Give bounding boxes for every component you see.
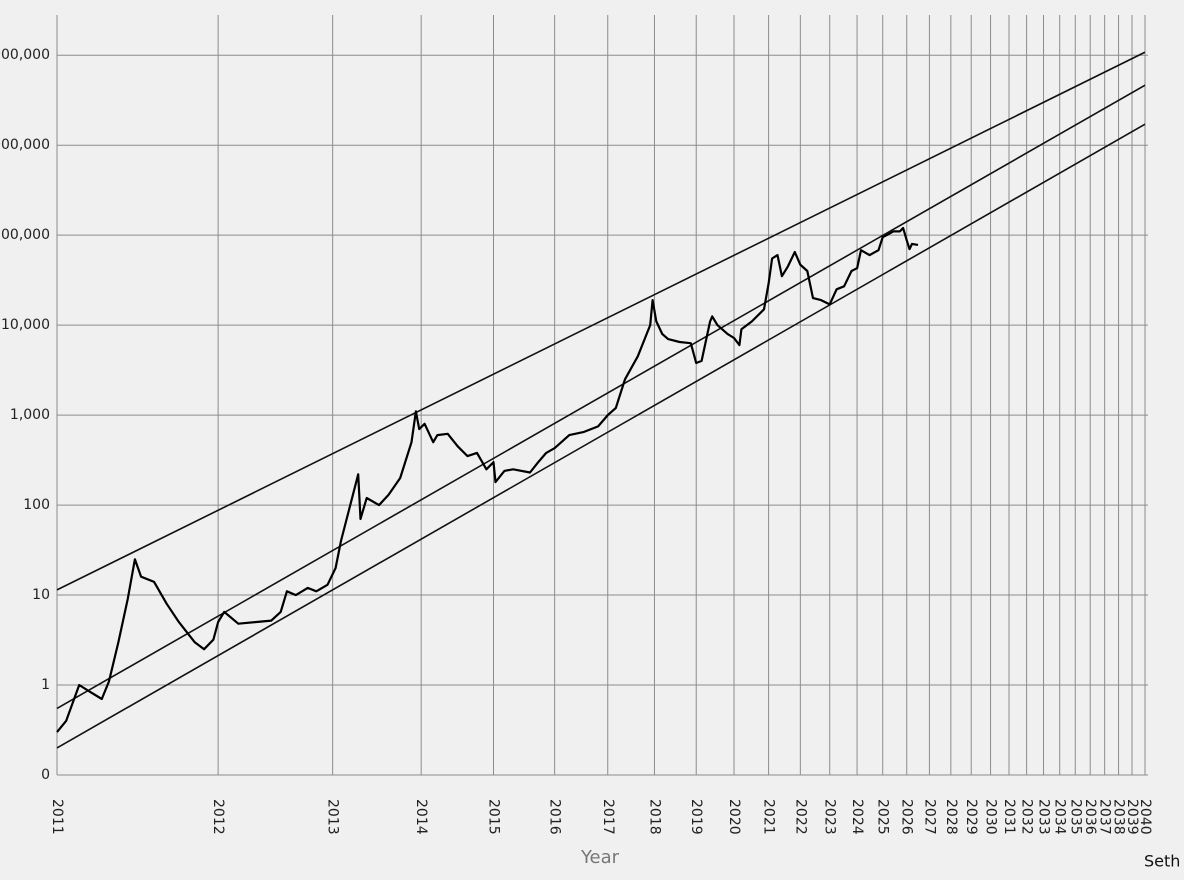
- credit: Seth: [1144, 852, 1180, 871]
- line: [56, 84, 1146, 710]
- x-tick-label: 2039: [1124, 799, 1140, 835]
- x-tick-label: 2028: [943, 799, 959, 835]
- x-tick-label: 2011: [49, 799, 65, 835]
- y-tick-label: 1,000,000: [0, 137, 50, 153]
- x-axis-title: Year: [580, 847, 620, 868]
- x-tick-label: 2025: [875, 799, 891, 835]
- x-tick-label: 2024: [849, 799, 865, 835]
- x-tick-label: 2023: [822, 799, 838, 835]
- x-tick-label: 2021: [761, 799, 777, 835]
- x-tick-label: 2031: [1001, 799, 1017, 835]
- x-tick-label: 2036: [1082, 799, 1098, 835]
- x-tick-label: 2016: [547, 799, 563, 835]
- x-tick-label: 2014: [413, 799, 429, 835]
- x-tick-label: 2034: [1052, 799, 1068, 835]
- line: [56, 51, 1146, 591]
- x-tick-label: 2027: [921, 799, 937, 835]
- y-tick-label: 1: [41, 677, 50, 693]
- x-tick-label: 2032: [1019, 799, 1035, 835]
- x-tick-label: 2019: [688, 799, 704, 835]
- line: [56, 123, 1146, 749]
- y-tick-label: 10,000,000: [0, 47, 50, 63]
- x-tick-label: 2037: [1097, 799, 1113, 835]
- x-tick-label: 2029: [963, 799, 979, 835]
- x-tick-label: 2018: [646, 799, 662, 835]
- x-tick-label: 2030: [983, 799, 999, 835]
- y-tick-label: 100: [23, 497, 50, 513]
- x-tick-label: 2033: [1036, 799, 1052, 835]
- line: [56, 226, 919, 733]
- x-tick-label: 2022: [792, 799, 808, 835]
- x-tick-label: 2015: [486, 799, 502, 835]
- x-tick-label: 2020: [726, 799, 742, 835]
- x-tick-label: 2013: [325, 799, 341, 835]
- y-tick-label: 10: [32, 587, 50, 603]
- y-tick-label: 100,000: [0, 227, 50, 243]
- x-tick-label: 2012: [210, 799, 226, 835]
- y-tick-label: 0: [41, 767, 50, 783]
- x-tick-label: 2017: [600, 799, 616, 835]
- x-tick-label: 2035: [1067, 799, 1083, 835]
- y-tick-label: 10,000: [1, 317, 50, 333]
- x-tick-label: 2026: [899, 799, 915, 835]
- x-tick-label: 2040: [1137, 799, 1153, 835]
- y-tick-label: 1,000: [10, 407, 50, 423]
- x-tick-label: 2038: [1111, 799, 1127, 835]
